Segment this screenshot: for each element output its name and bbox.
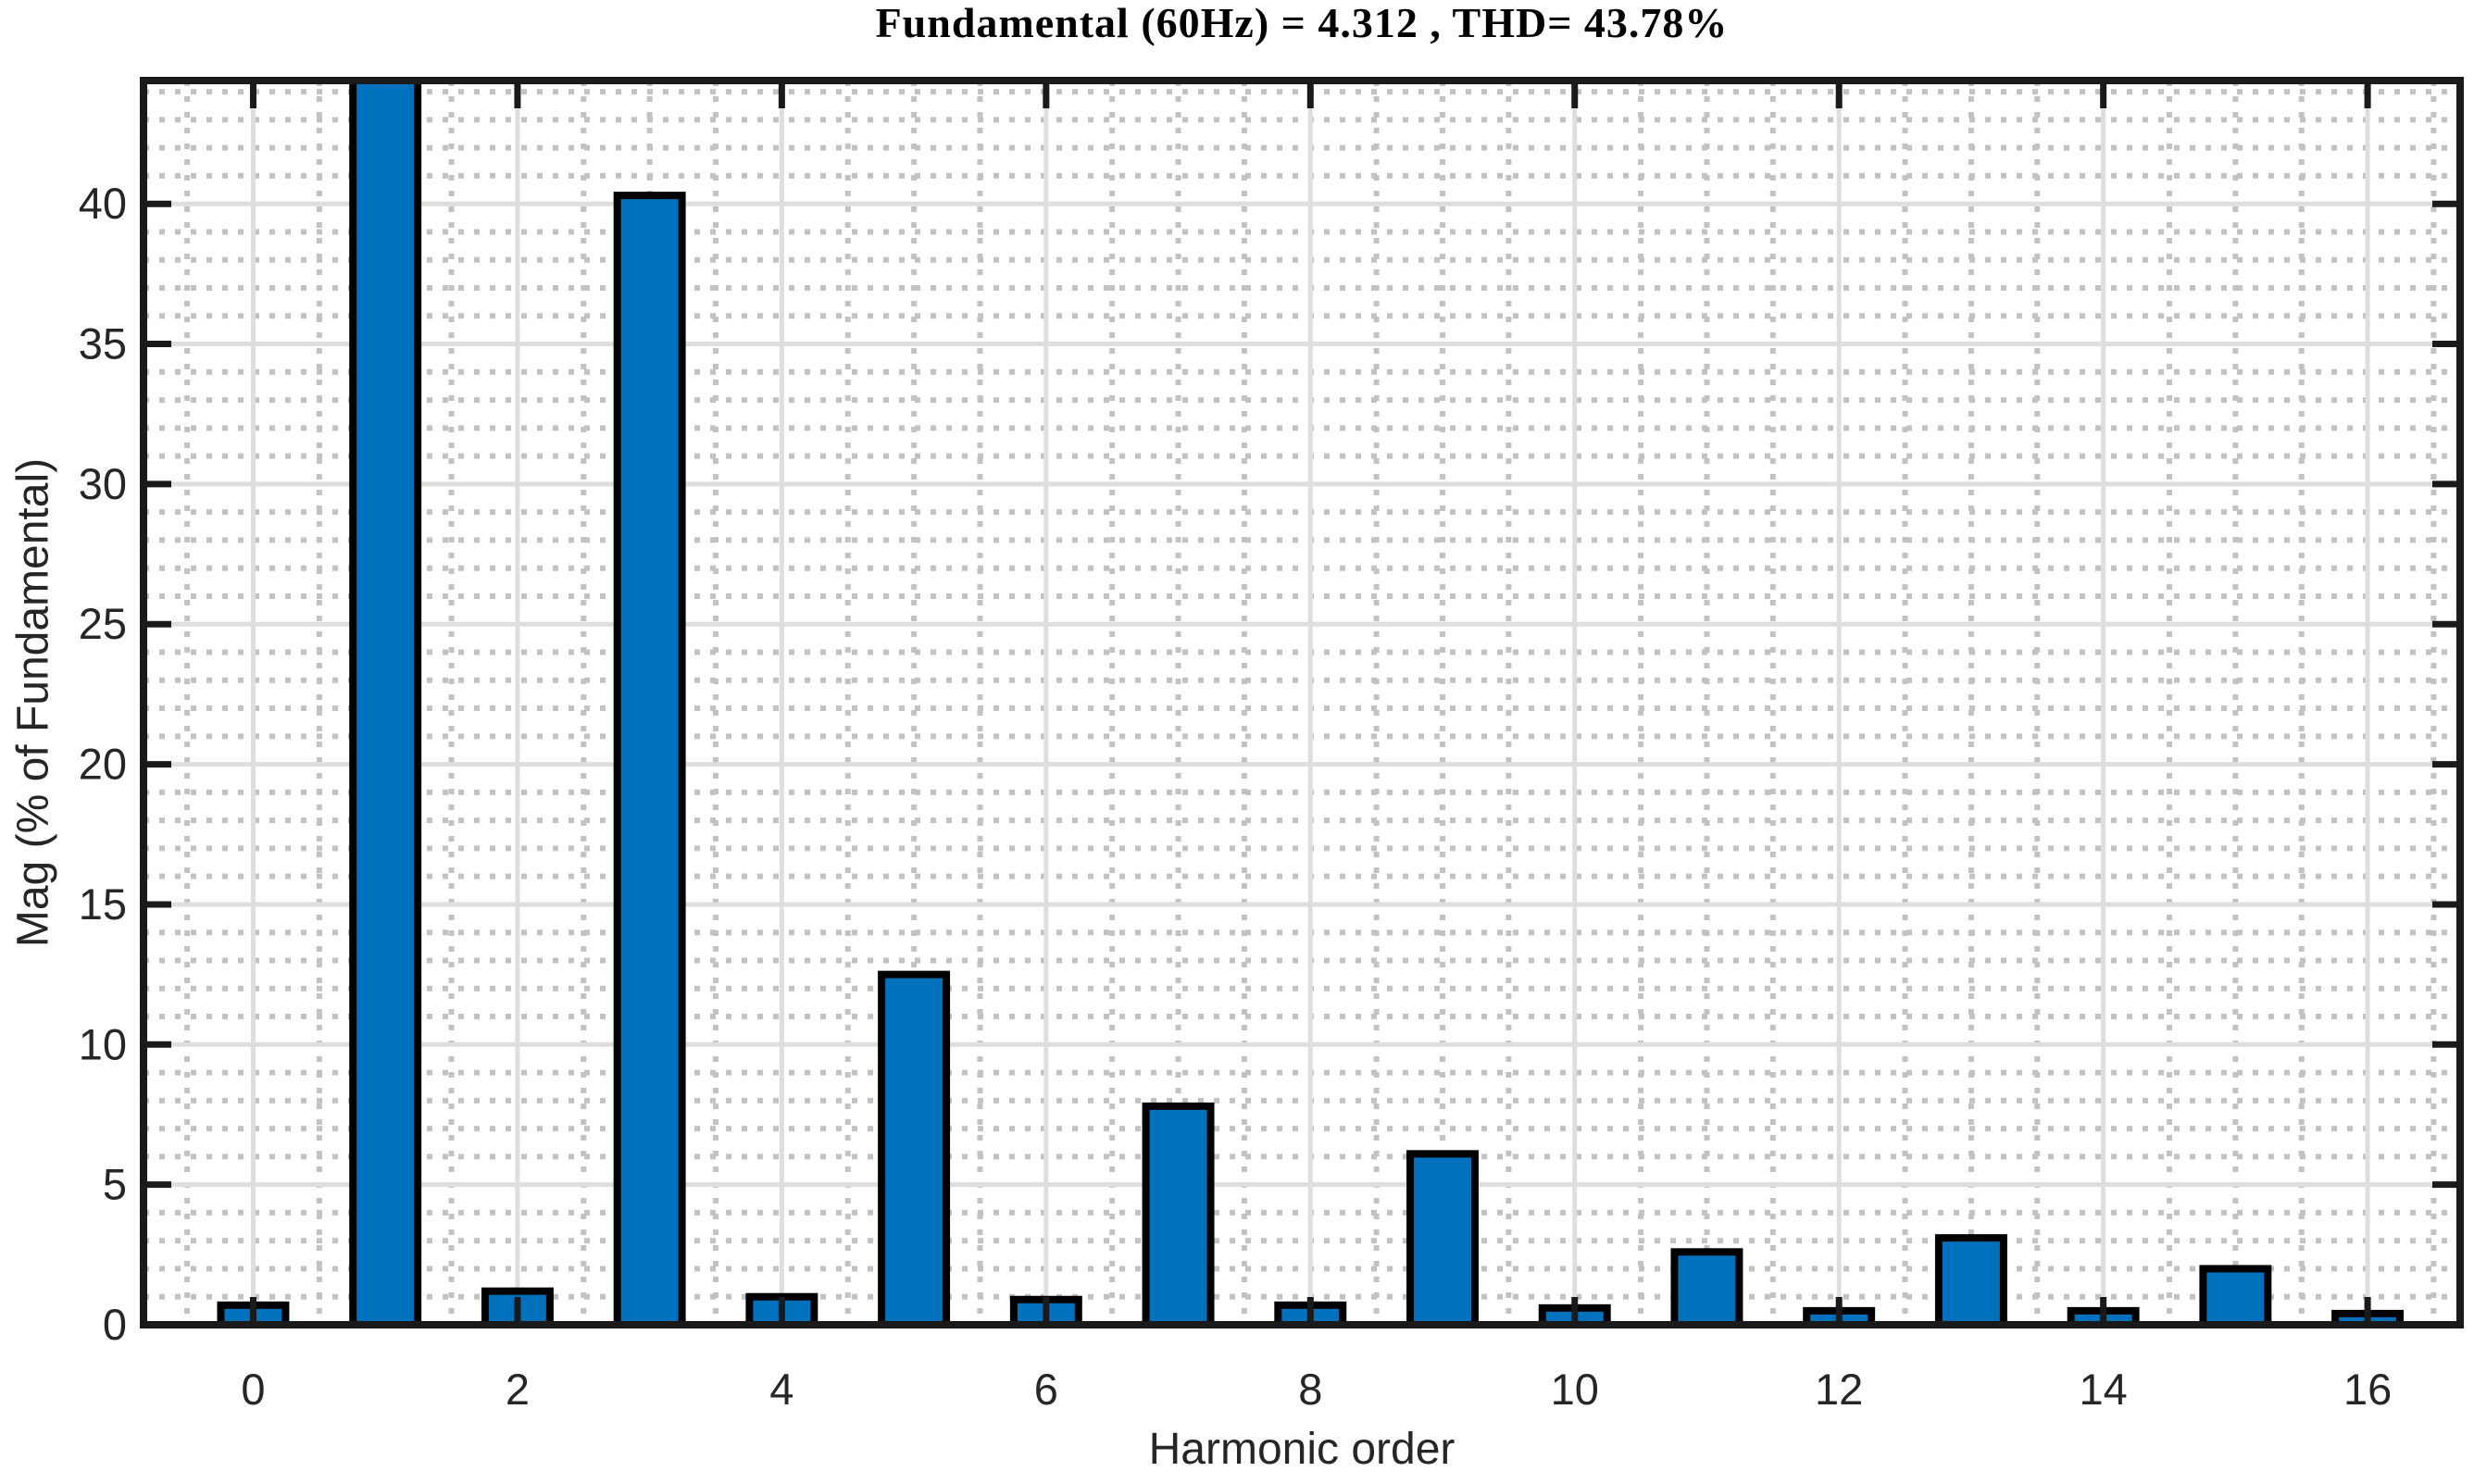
y-axis-label: Mag (% of Fundamental) xyxy=(8,457,58,948)
bar-harmonic-13 xyxy=(1934,1234,2007,1325)
bar-harmonic-9 xyxy=(1406,1150,1479,1325)
chart-title: Fundamental (60Hz) = 4.312 , THD= 43.78% xyxy=(875,0,1729,46)
x-tick-label: 12 xyxy=(1815,1365,1863,1414)
bar-harmonic-7 xyxy=(1142,1102,1215,1325)
axes-box xyxy=(140,77,2464,1328)
bar-harmonic-5 xyxy=(878,970,951,1325)
y-tick-label: 10 xyxy=(79,1019,127,1068)
y-tick-label: 40 xyxy=(79,179,127,228)
bar-harmonic-15 xyxy=(2199,1265,2272,1325)
y-tick-label: 30 xyxy=(79,459,127,508)
x-axis-label: Harmonic order xyxy=(1148,1425,1456,1474)
y-tick-label: 35 xyxy=(79,319,127,368)
y-tick-label: 5 xyxy=(103,1160,127,1209)
x-tick-label: 14 xyxy=(2079,1365,2127,1414)
x-tick-label: 2 xyxy=(506,1365,530,1414)
bar-harmonic-1 xyxy=(349,81,422,1325)
y-tick-label: 25 xyxy=(79,599,127,648)
bar-harmonic-11 xyxy=(1670,1248,1743,1325)
x-tick-label: 8 xyxy=(1298,1365,1322,1414)
bar-harmonic-3 xyxy=(613,192,686,1325)
x-tick-label: 10 xyxy=(1551,1365,1599,1414)
y-tick-label: 20 xyxy=(79,740,127,789)
x-tick-label: 16 xyxy=(2343,1365,2392,1414)
y-tick-label: 15 xyxy=(79,879,127,929)
y-tick-label: 0 xyxy=(103,1300,127,1349)
x-tick-label: 0 xyxy=(241,1365,265,1414)
x-tick-label: 6 xyxy=(1034,1365,1058,1414)
x-tick-label: 4 xyxy=(769,1365,793,1414)
